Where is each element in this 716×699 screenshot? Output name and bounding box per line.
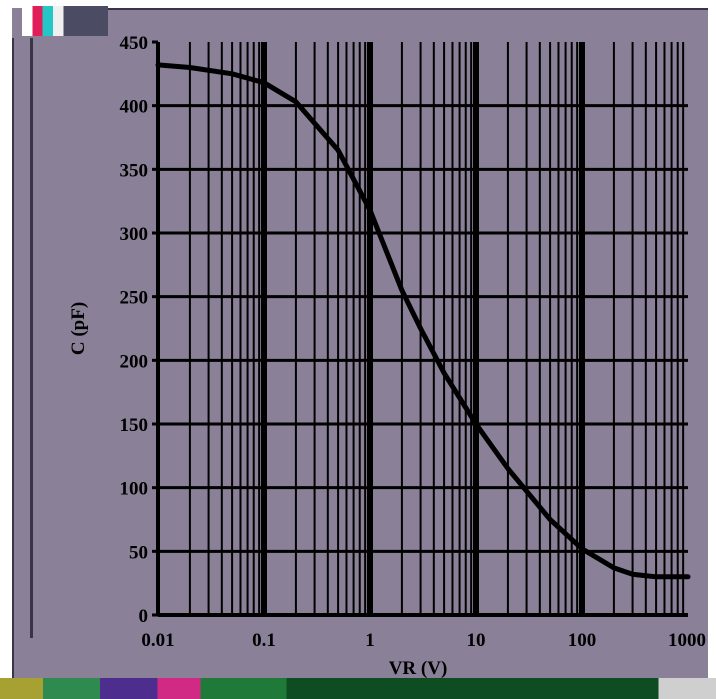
x-tick-label: 10 — [467, 630, 486, 651]
frame-left-border — [12, 38, 14, 678]
x-tick-label: 1000 — [668, 630, 706, 651]
image-artifact-top-left — [22, 6, 108, 36]
y-tick-label: 350 — [120, 160, 149, 181]
y-tick-label: 100 — [120, 479, 149, 500]
y-tick-label: 50 — [129, 542, 148, 563]
x-tick-label: 0.01 — [141, 630, 174, 651]
y-tick-label: 150 — [120, 415, 149, 436]
y-tick-label: 300 — [120, 224, 149, 245]
frame-top-border — [108, 8, 708, 10]
image-artifact-bottom — [0, 678, 716, 699]
grid-minor — [188, 42, 685, 615]
y-tick-label: 0 — [139, 606, 149, 627]
frame-inner-border — [30, 38, 33, 638]
x-tick-label: 100 — [568, 630, 597, 651]
axes — [152, 40, 688, 617]
y-tick-label: 400 — [120, 97, 149, 118]
y-axis-label: C (pF) — [68, 302, 89, 355]
x-tick-labels: 0.01 0.1 1 10 100 1000 — [141, 630, 706, 651]
x-tick-label: 1 — [365, 630, 375, 651]
y-tick-labels: 0 50 100 150 200 250 300 350 400 450 — [120, 33, 149, 627]
capacitance-curve — [155, 62, 691, 580]
grid-major — [158, 42, 688, 615]
y-tick-label: 450 — [120, 33, 149, 54]
x-tick-label: 0.1 — [252, 630, 276, 651]
y-tick-label: 250 — [120, 288, 149, 309]
y-tick-label: 200 — [120, 351, 149, 372]
x-axis-label: VR (V) — [389, 658, 448, 679]
